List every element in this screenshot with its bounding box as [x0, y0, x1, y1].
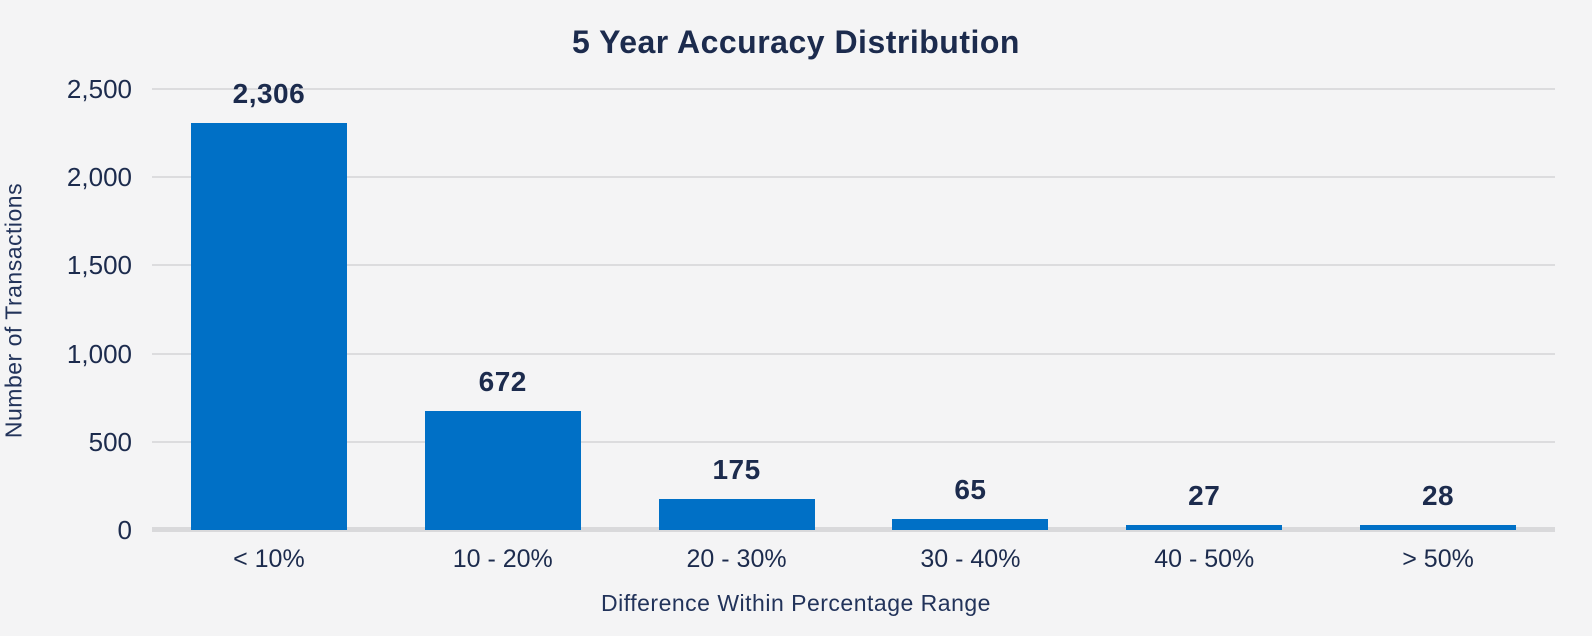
bar-value-label-6: 28 [1421, 480, 1455, 512]
chart-bar-4 [892, 518, 1049, 530]
bar-value-label-3: 175 [712, 454, 761, 486]
x-tick-label-3: 20 - 30% [686, 545, 787, 573]
chart-bar-1 [190, 123, 347, 530]
x-tick-label-5: 40 - 50% [1154, 545, 1255, 573]
gridline-0 [152, 527, 1555, 532]
x-tick-label-4: 30 - 40% [920, 545, 1021, 573]
gridline-1500 [152, 264, 1555, 267]
chart-title: 5 Year Accuracy Distribution [572, 24, 1020, 60]
y-tick-label-2500: 2,500 [66, 74, 132, 104]
gridline-2500 [152, 88, 1555, 90]
chart-bar-3 [658, 499, 815, 530]
gridline-1000 [152, 352, 1555, 355]
x-tick-label-1: < 10% [233, 545, 305, 573]
bar-value-label-2: 672 [478, 366, 527, 398]
bar-value-label-5: 27 [1188, 480, 1221, 512]
gridline-500 [152, 440, 1555, 443]
y-tick-label-0: 0 [117, 515, 132, 545]
chart-bar-5 [1126, 525, 1283, 530]
bar-value-label-1: 2,306 [232, 78, 306, 110]
y-tick-label-500: 500 [88, 426, 132, 457]
y-axis-title: Number of Transactions [0, 182, 27, 439]
x-tick-label-2: 10 - 20% [452, 545, 553, 573]
gridline-2000 [152, 176, 1555, 179]
y-tick-label-1500: 1,500 [66, 250, 132, 281]
plot-area [152, 88, 1555, 532]
chart-bar-6 [1360, 525, 1517, 530]
bar-value-label-4: 65 [954, 473, 987, 505]
x-tick-label-6: > 50% [1402, 545, 1474, 573]
y-tick-label-2000: 2,000 [66, 162, 132, 193]
chart-bar-2 [424, 411, 581, 530]
x-axis-title: Difference Within Percentage Range [601, 590, 991, 616]
y-tick-label-1000: 1,000 [66, 338, 132, 369]
